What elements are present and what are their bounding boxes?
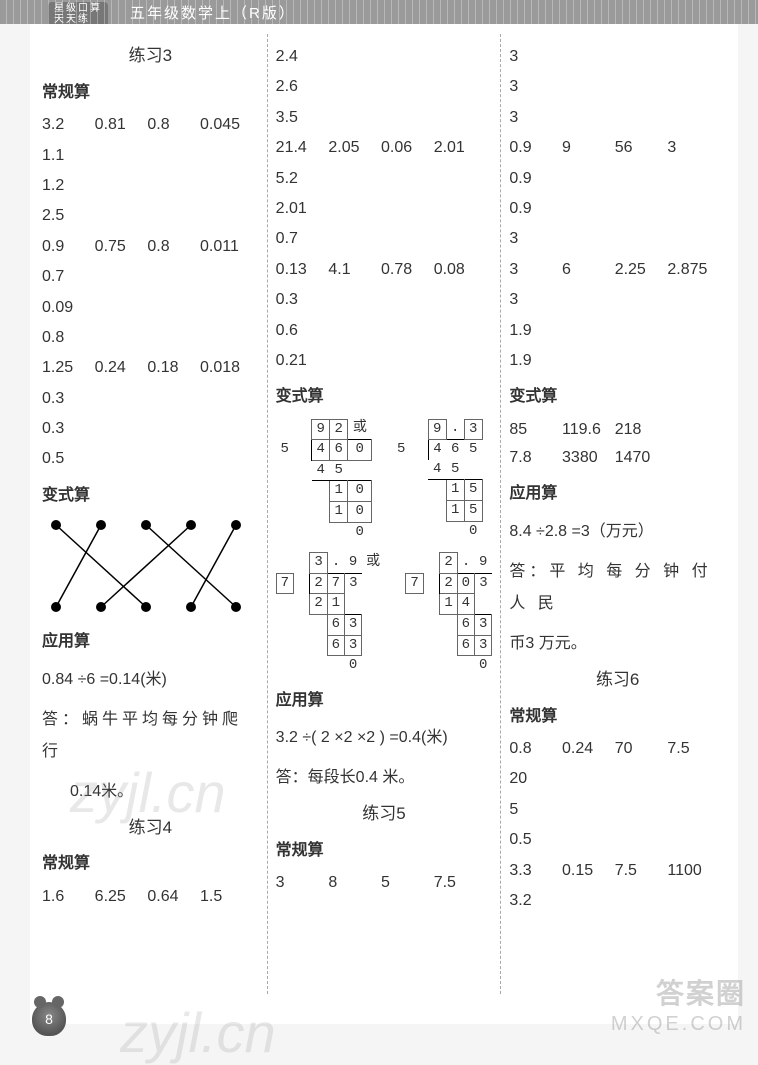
app-answer-line: 答：蜗牛平均每分钟爬行	[42, 704, 259, 768]
value: 3	[509, 289, 726, 311]
value: 2.5	[42, 205, 259, 227]
row: 7.833801470	[509, 447, 726, 469]
value: 0.5	[509, 829, 726, 851]
row: 3.20.810.80.045	[42, 114, 259, 136]
column-1: 练习3 常规算 3.20.810.80.045 1.1 1.2 2.5 0.90…	[34, 34, 268, 994]
row: 0.80.24707.5	[509, 738, 726, 760]
value: 0.3	[42, 418, 259, 440]
heading-application: 应用算	[509, 483, 726, 505]
app-answer-line: 0.14米。	[42, 776, 259, 808]
heading-variant: 变式算	[276, 386, 493, 408]
page-body: 练习3 常规算 3.20.810.80.045 1.1 1.2 2.5 0.90…	[30, 24, 738, 1024]
row: 3.30.157.51100	[509, 860, 726, 882]
matching-svg	[46, 517, 246, 617]
header-title: 五年级数学上（R版）	[130, 2, 296, 23]
exercise-title-6: 练习6	[509, 668, 726, 692]
matching-diagram	[46, 517, 246, 617]
heading-routine: 常规算	[509, 706, 726, 728]
heading-routine: 常规算	[42, 853, 259, 875]
app-equation: 0.84 ÷6 =0.14(米)	[42, 664, 259, 696]
row: 0.99563	[509, 137, 726, 159]
division-1a: 92或 5460 45 10 10 0	[276, 419, 373, 543]
value: 2.6	[276, 76, 493, 98]
value: 3	[509, 76, 726, 98]
value: 3.5	[276, 107, 493, 129]
app-answer: 答：每段长0.4 米。	[276, 762, 493, 794]
row: 1.250.240.180.018	[42, 357, 259, 379]
row: 362.252.875	[509, 259, 726, 281]
value: 0.9	[509, 168, 726, 190]
row: 0.134.10.780.08	[276, 259, 493, 281]
value: 20	[509, 768, 726, 790]
app-equation: 8.4 ÷2.8 =3（万元）	[509, 516, 726, 548]
value: 0.21	[276, 350, 493, 372]
heading-application: 应用算	[42, 631, 259, 653]
exercise-title-5: 练习5	[276, 802, 493, 826]
column-3: 3 3 3 0.99563 0.9 0.9 3 362.252.875 3 1.…	[501, 34, 734, 994]
value: 0.5	[42, 448, 259, 470]
heading-routine: 常规算	[276, 840, 493, 862]
exercise-title-4: 练习4	[42, 816, 259, 840]
heading-variant: 变式算	[509, 386, 726, 408]
badge-line1: 星级口算	[54, 3, 102, 14]
app-answer-line: 币3 万元。	[509, 628, 726, 660]
value: 1.9	[509, 350, 726, 372]
heading-routine: 常规算	[42, 82, 259, 104]
value: 5.2	[276, 168, 493, 190]
value: 0.09	[42, 297, 259, 319]
value: 0.6	[276, 320, 493, 342]
division-2b: 2.9 7203 14 63 63 0	[405, 552, 492, 676]
row: 3857.5	[276, 872, 493, 894]
long-division-1: 92或 5460 45 10 10 0 9.3 5465 45 15 15	[276, 419, 493, 543]
value: 3	[509, 46, 726, 68]
value: 3	[509, 228, 726, 250]
value: 0.7	[42, 266, 259, 288]
value: 2.01	[276, 198, 493, 220]
heading-application: 应用算	[276, 690, 493, 712]
column-2: 2.4 2.6 3.5 21.42.050.062.01 5.2 2.01 0.…	[268, 34, 502, 994]
app-answer-line: 答：平 均 每 分 钟 付 人 民	[509, 556, 726, 620]
value: 0.3	[42, 388, 259, 410]
value: 0.3	[276, 289, 493, 311]
row: 0.90.750.80.011	[42, 236, 259, 258]
page-header: 星级口算 天天练 五年级数学上（R版）	[0, 0, 758, 24]
row: 1.66.250.641.5	[42, 886, 259, 908]
heading-variant: 变式算	[42, 485, 259, 507]
page-number-badge: 8	[32, 1002, 66, 1036]
page-number: 8	[45, 1011, 53, 1027]
value: 3	[509, 107, 726, 129]
division-2a: 3.9或 7273 21 63 63 0	[276, 552, 386, 676]
value: 0.8	[42, 327, 259, 349]
value: 1.1	[42, 145, 259, 167]
exercise-title-3: 练习3	[42, 44, 259, 68]
value: 2.4	[276, 46, 493, 68]
value: 1.2	[42, 175, 259, 197]
value: 0.7	[276, 228, 493, 250]
long-division-2: 3.9或 7273 21 63 63 0 2.9 7203 14 63 63	[276, 552, 493, 676]
row: 21.42.050.062.01	[276, 137, 493, 159]
division-1b: 9.3 5465 45 15 15 0	[392, 419, 483, 543]
value: 0.9	[509, 198, 726, 220]
row: 85119.6218	[509, 419, 726, 441]
value: 1.9	[509, 320, 726, 342]
app-equation: 3.2 ÷( 2 ×2 ×2 ) =0.4(米)	[276, 722, 493, 754]
value: 5	[509, 799, 726, 821]
value: 3.2	[509, 890, 726, 912]
